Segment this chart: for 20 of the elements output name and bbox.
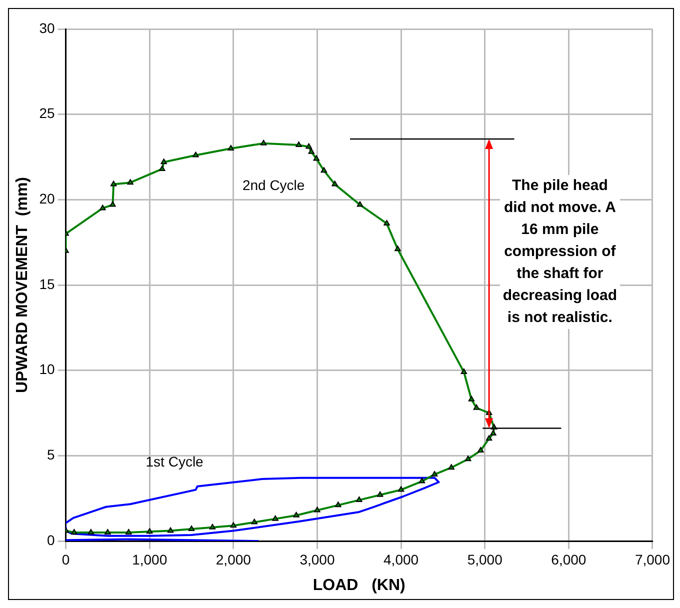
y-axis-title: UPWARD MOVEMENT (mm) (14, 177, 32, 393)
x-tick-label: 7,000 (634, 551, 670, 568)
x-tick-label: 6,000 (551, 551, 586, 568)
x-tick-label: 3,000 (300, 551, 335, 568)
y-tick-label: 0 (46, 532, 55, 548)
x-tick-label: 4,000 (384, 551, 419, 568)
x-tick-label: 5,000 (467, 551, 503, 568)
y-tick-label: 15 (39, 276, 55, 292)
x-tick-label: 0 (62, 551, 70, 568)
y-tick-label: 30 (39, 20, 55, 36)
x-tick-label: 1,000 (132, 551, 168, 568)
x-tick-label: 2,000 (216, 551, 252, 568)
y-tick-label: 10 (39, 361, 55, 378)
series-label: 2nd Cycle (242, 177, 305, 194)
y-tick-label: 25 (39, 105, 55, 122)
y-tick-label: 20 (39, 190, 55, 207)
x-axis-title: LOAD (KN) (312, 576, 406, 594)
series-label: 1st Cycle (146, 454, 204, 470)
y-tick-label: 5 (46, 446, 55, 463)
annotation: The pile head did not move. A 16 mm pile compression of the shaft for decreasing load is not realistic. (500, 174, 620, 329)
